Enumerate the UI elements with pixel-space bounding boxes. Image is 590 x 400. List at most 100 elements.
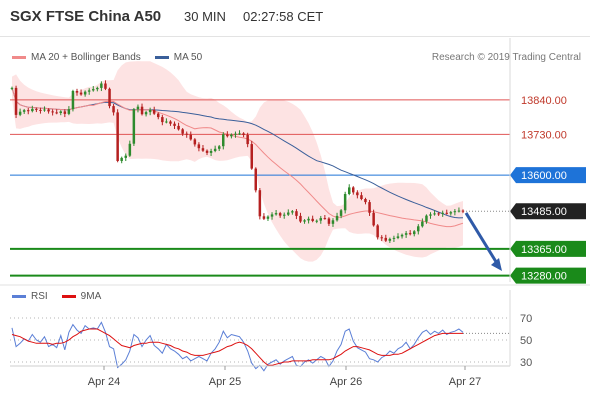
candle-body — [413, 231, 416, 235]
candle-body — [71, 91, 75, 110]
candle-body — [283, 214, 286, 216]
rsi-line — [11, 321, 464, 372]
level-tag-13485.00: 13485.00 — [510, 203, 586, 220]
candle-body — [368, 202, 371, 213]
candle-body — [67, 109, 71, 114]
level-tag-text: 13730.00 — [521, 129, 567, 141]
candle-body — [315, 220, 318, 222]
candle-body — [258, 190, 262, 217]
candle-body — [173, 123, 176, 126]
candle-body — [250, 144, 253, 169]
candle-body — [307, 218, 310, 221]
bollinger-swatch — [12, 56, 26, 59]
chart-title: SGX FTSE China A50 — [10, 8, 162, 25]
level-tag-13730.00: 13730.00 — [521, 129, 567, 141]
candle-body — [400, 234, 404, 237]
candle-body — [335, 215, 339, 221]
legend-label-rsi-ma: 9MA — [80, 291, 102, 302]
level-tag-13600.00: 13600.00 — [510, 167, 586, 184]
candle-body — [136, 106, 140, 110]
legend-item-rsi: RSI — [12, 291, 48, 302]
x-tick-label: Apr 25 — [209, 376, 241, 388]
candle-body — [59, 111, 62, 113]
bollinger-band-fill — [12, 61, 463, 262]
candle-body — [112, 106, 115, 113]
candle-body — [181, 129, 184, 134]
candle-body — [331, 220, 335, 224]
candle-body — [132, 109, 136, 144]
candle-body — [161, 117, 164, 123]
legend-label-bollinger: MA 20 + Bollinger Bands — [31, 52, 141, 63]
candle-body — [356, 192, 359, 196]
candle-body — [372, 212, 375, 226]
rsi-swatch — [12, 295, 26, 298]
candle-body — [169, 121, 172, 124]
candle-body — [445, 212, 448, 214]
candle-body — [291, 211, 294, 213]
header-divider — [0, 36, 590, 37]
candle-body — [392, 237, 396, 239]
candle-body — [234, 133, 237, 135]
rsi-tick-label: 50 — [520, 335, 532, 347]
x-tick-label: Apr 26 — [330, 376, 362, 388]
level-tag-text: 13485.00 — [521, 206, 567, 218]
level-tag-13280.00: 13280.00 — [510, 267, 586, 284]
candle-body — [404, 233, 408, 235]
forecast-arrow-shaft — [464, 212, 500, 266]
candle-body — [266, 216, 270, 219]
candle-body — [27, 110, 30, 112]
candle-body — [22, 110, 26, 112]
candle-body — [242, 133, 245, 135]
clock-label: 02:27:58 CET — [243, 9, 324, 24]
candle-body — [31, 108, 34, 112]
candle-body — [226, 134, 229, 137]
candle-body — [380, 237, 383, 239]
candle-body — [461, 210, 465, 212]
candle-body — [218, 146, 221, 149]
candle-body — [433, 213, 436, 215]
candle-body — [262, 216, 266, 219]
level-tag-text: 13840.00 — [521, 95, 567, 107]
x-tick-label: Apr 24 — [88, 376, 120, 388]
legend-item-rsi-ma: 9MA — [61, 291, 102, 302]
candle-body — [230, 134, 233, 137]
timeframe-label[interactable]: 30 MIN — [184, 9, 226, 24]
candle-body — [185, 133, 188, 135]
legend-label-ma50: MA 50 — [173, 52, 203, 63]
candle-body — [148, 109, 152, 113]
candle-body — [209, 151, 213, 153]
candle-body — [177, 125, 180, 130]
candle-body — [108, 88, 111, 107]
candle-body — [10, 87, 14, 89]
candle-body — [303, 220, 306, 222]
candle-body — [128, 143, 132, 156]
candle-body — [421, 221, 424, 227]
candle-body — [222, 134, 225, 147]
candle-body — [18, 111, 22, 115]
candle-body — [417, 226, 420, 232]
level-tag-13840.00: 13840.00 — [521, 95, 567, 107]
candle-body — [55, 112, 58, 114]
candle-body — [197, 144, 201, 149]
candle-body — [364, 199, 367, 203]
candle-body — [274, 213, 278, 215]
legend-label-rsi: RSI — [31, 291, 48, 302]
candle-body — [124, 155, 127, 158]
candle-body — [152, 109, 156, 114]
candle-body — [96, 87, 99, 90]
candle-body — [429, 214, 432, 216]
level-tag-text: 13365.00 — [521, 244, 567, 256]
candle-body — [83, 91, 87, 95]
candle-body — [457, 210, 461, 212]
candle-body — [246, 135, 249, 145]
candle-body — [388, 238, 392, 241]
level-tag-box — [510, 167, 586, 184]
level-tag-text: 13280.00 — [521, 271, 567, 283]
candle-body — [157, 113, 160, 118]
candle-body — [120, 157, 123, 161]
candle-body — [343, 194, 347, 211]
candle-body — [441, 212, 444, 214]
candle-body — [189, 134, 192, 140]
legend-item-ma50: MA 50 — [154, 52, 203, 63]
